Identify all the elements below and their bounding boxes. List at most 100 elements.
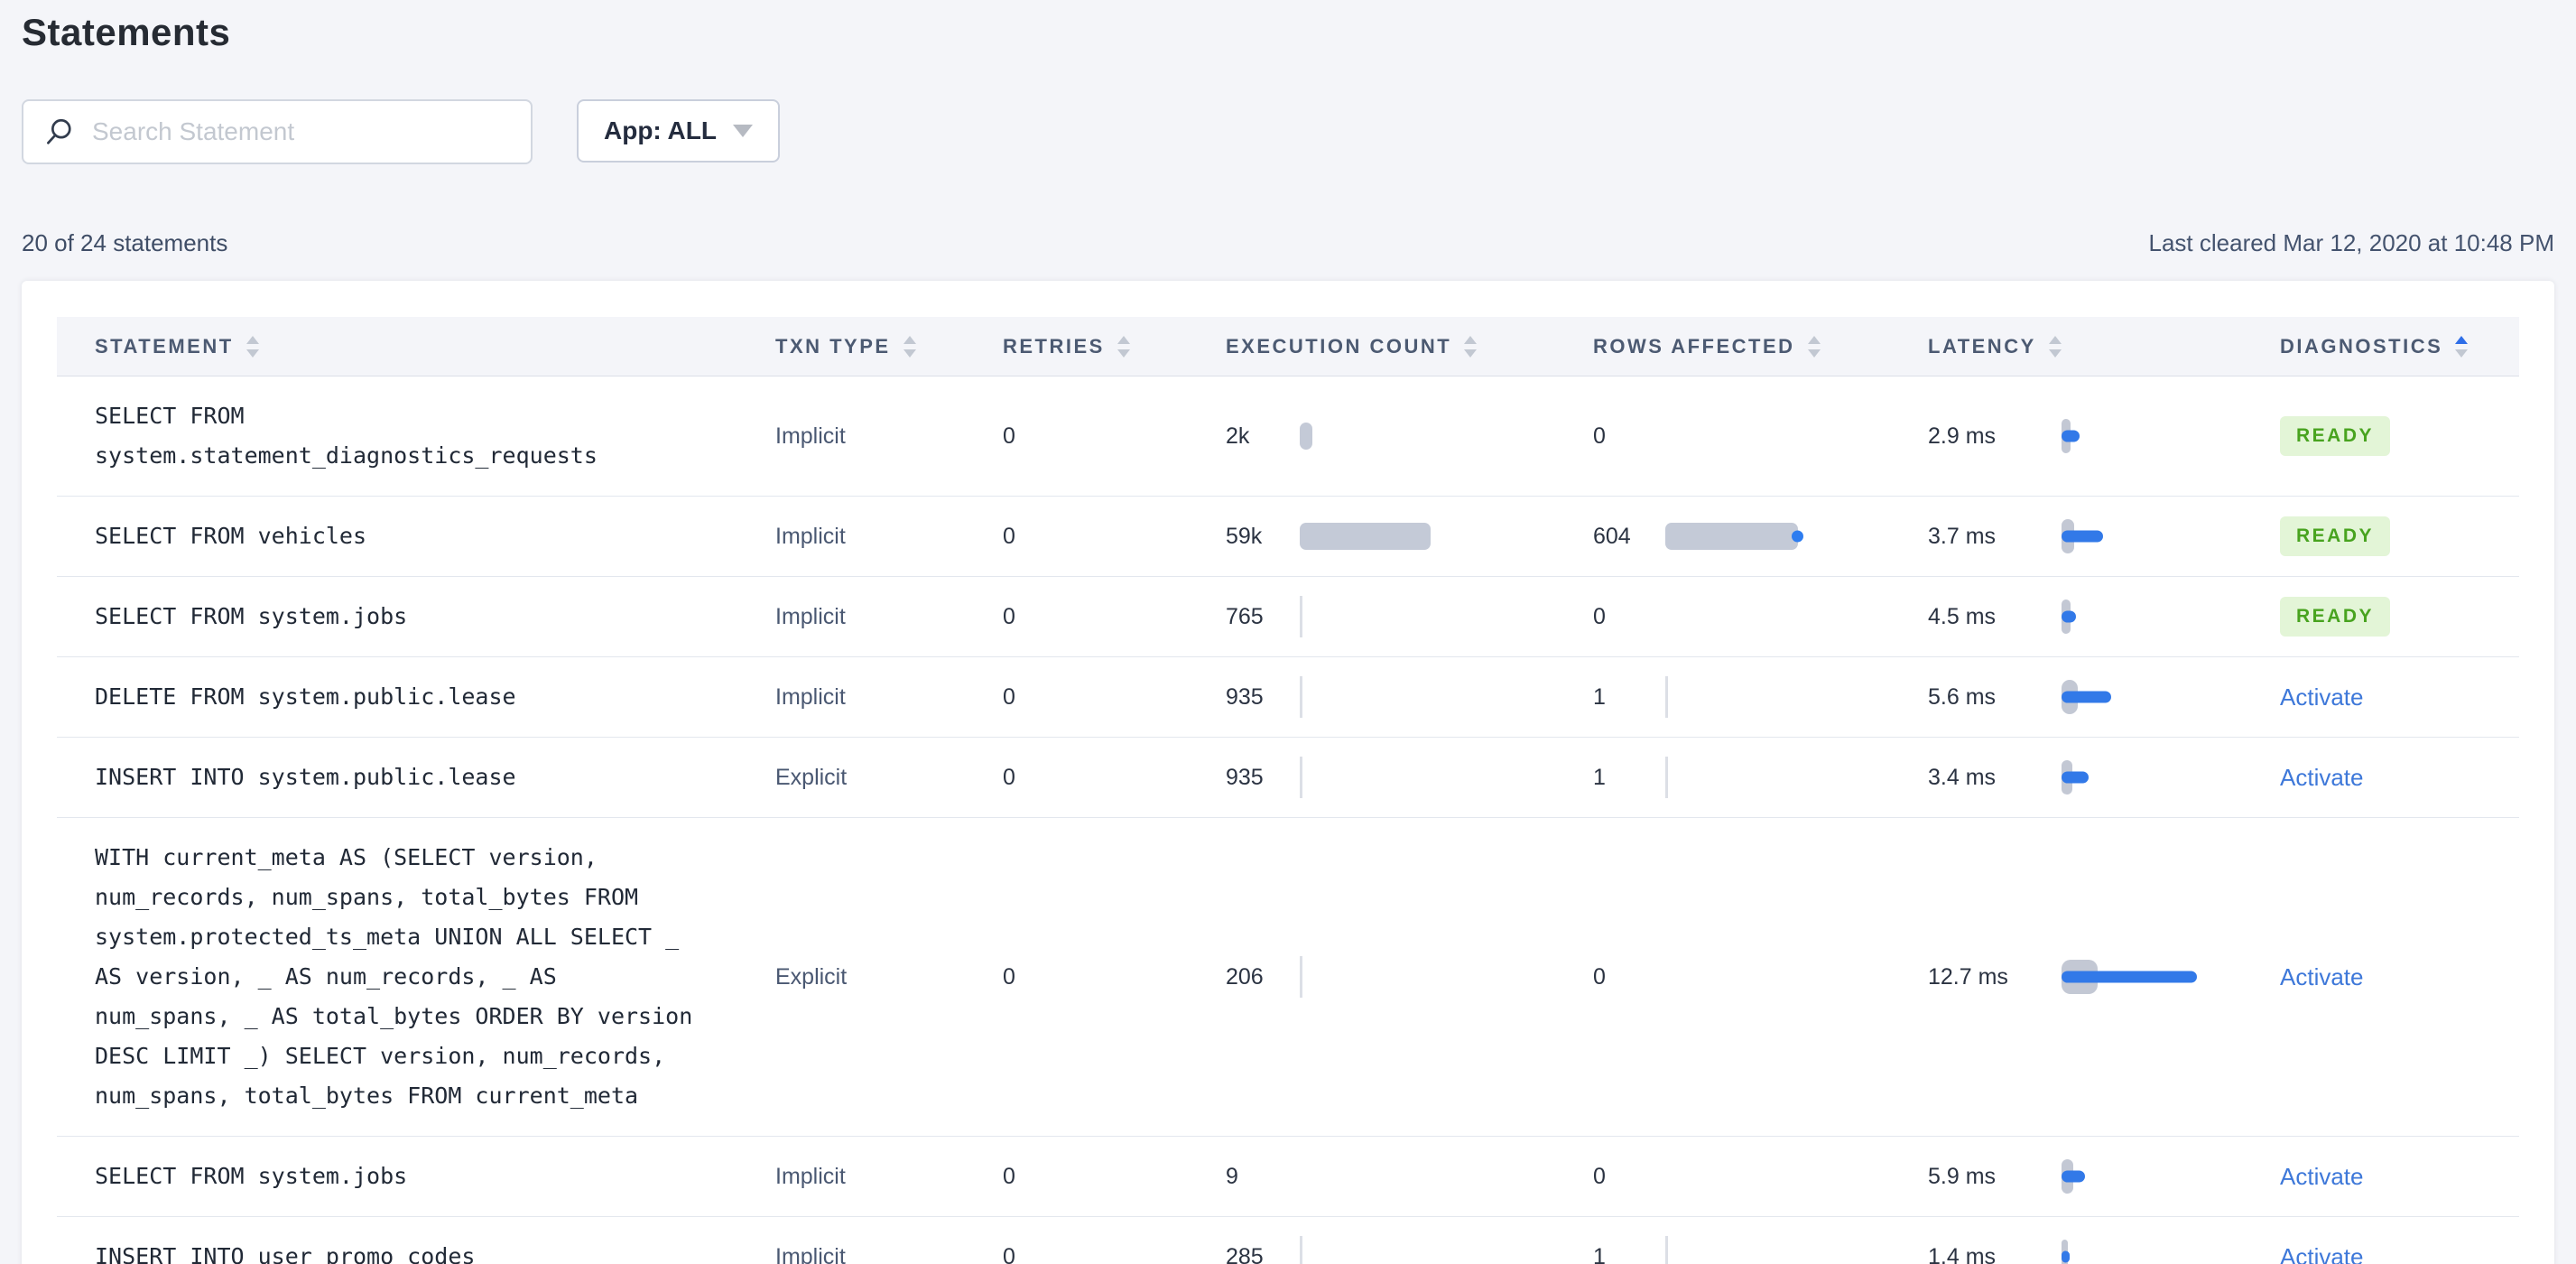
retries-cell: 0 [1003,765,1226,791]
activate-diagnostics-link[interactable]: Activate [2280,1242,2364,1264]
column-header-execution-count[interactable]: EXECUTION COUNT [1226,335,1593,358]
statement-text: SELECT FROM system.jobs [95,603,408,629]
latency-bar [2062,1235,2275,1264]
sort-arrows-icon[interactable] [903,335,916,358]
column-header-latency[interactable]: LATENCY [1928,335,2275,358]
latency-cell: 5.9 ms [1928,1155,2275,1198]
retries-value: 0 [1003,423,1015,449]
statement-cell[interactable]: SELECT FROM system.jobs [57,577,775,656]
latency-cell: 12.7 ms [1928,955,2275,999]
search-box[interactable] [22,99,533,164]
latency-bar [2062,414,2275,458]
column-header-label: EXECUTION COUNT [1226,334,1452,358]
activate-diagnostics-link[interactable]: Activate [2280,1162,2364,1190]
sort-arrows-icon[interactable] [1117,335,1130,358]
txn-type-cell: Implicit [775,603,846,629]
value-bar [1300,523,1431,550]
execution-count-cell: 935 [1226,675,1593,719]
statement-cell[interactable]: SELECT FROM vehicles [57,497,775,576]
column-header-label: LATENCY [1928,334,2036,358]
column-header-diagnostics[interactable]: DIAGNOSTICS [2275,335,2519,358]
value-bar [1665,1236,1668,1264]
latency-cell: 3.7 ms [1928,515,2275,558]
rows-affected-cell: 1 [1593,675,1928,719]
value-bar [1300,676,1302,718]
value-bar [1300,423,1312,450]
sort-arrows-icon[interactable] [2455,335,2469,358]
column-header-label: ROWS AFFECTED [1593,334,1795,358]
diagnostics-ready-badge: READY [2280,416,2391,456]
table-row: INSERT INTO system.public.lease Explicit 0… [57,738,2519,818]
rows-affected-cell-value: 0 [1593,1163,1606,1189]
page-title: Statements [22,11,231,53]
diagnostics-cell: READY [2275,597,2519,637]
txn-type-cell: Implicit [775,523,846,549]
app-filter-dropdown[interactable]: App: ALL [577,99,780,163]
latency-cell: 1.4 ms [1928,1235,2275,1264]
retries-cell: 0 [1003,604,1226,630]
latency-bar [2062,1155,2275,1198]
retries-cell: 0 [1003,1164,1226,1190]
column-header-txn-type[interactable]: TXN TYPE [775,335,1003,358]
statement-cell[interactable]: DELETE FROM system.public.lease [57,657,775,737]
execution-count-cell: 59k [1226,515,1593,558]
latency-cell: 5.6 ms [1928,675,2275,719]
search-input[interactable] [92,117,511,146]
controls-row: App: ALL [22,99,2554,164]
column-header-rows-affected[interactable]: ROWS AFFECTED [1593,335,1928,358]
value-bar [1300,1236,1302,1264]
retries-value: 0 [1003,1163,1015,1189]
rows-affected-cell: 0 [1593,414,1928,458]
rows-affected-cell: 0 [1593,595,1928,638]
sort-arrows-icon[interactable] [1464,335,1478,358]
column-header-statement[interactable]: STATEMENT [57,335,775,358]
value-bar [1665,757,1668,798]
statement-count: 20 of 24 statements [22,229,228,256]
activate-diagnostics-link[interactable]: Activate [2280,962,2364,990]
activate-diagnostics-link[interactable]: Activate [2280,763,2364,791]
column-header-label: TXN TYPE [775,334,891,358]
txn-type-cell: Explicit [775,963,848,990]
statement-cell[interactable]: WITH current_meta AS (SELECT version, nu… [57,818,775,1136]
diagnostics-cell: READY [2275,516,2519,556]
sort-arrows-icon[interactable] [246,335,259,358]
statement-cell[interactable]: SELECT FROM system.jobs [57,1137,775,1216]
execution-count-cell-value: 285 [1226,1243,1264,1264]
latency-bar [2062,595,2275,638]
diagnostics-cell: Activate [2275,963,2519,991]
statement-text: SELECT FROM system.jobs [95,1163,408,1189]
latency-value: 1.4 ms [1928,1243,1997,1264]
table-row: SELECT FROM system.statement_diagnostics… [57,376,2519,497]
sort-arrows-icon[interactable] [1807,335,1821,358]
latency-value: 12.7 ms [1928,963,2008,990]
latency-cell: 4.5 ms [1928,595,2275,638]
table-row: INSERT INTO user_promo_codes Implicit 0 285… [57,1217,2519,1264]
statement-cell[interactable]: INSERT INTO system.public.lease [57,738,775,817]
activate-diagnostics-link[interactable]: Activate [2280,683,2364,711]
latency-bar [2062,515,2275,558]
txn-type-cell: Implicit [775,423,846,449]
rows-affected-cell-value: 1 [1593,1243,1606,1264]
diagnostics-cell: READY [2275,416,2519,456]
last-cleared-timestamp: Last cleared Mar 12, 2020 at 10:48 PM [2148,229,2555,256]
execution-count-cell-value: 59k [1226,523,1263,549]
statement-text: DELETE FROM system.public.lease [95,683,516,710]
sort-arrows-icon[interactable] [2048,335,2062,358]
retries-cell: 0 [1003,524,1226,550]
rows-affected-cell-value: 1 [1593,764,1606,790]
retries-cell: 0 [1003,423,1226,450]
txn-type-cell: Implicit [775,1163,846,1189]
value-bar [1300,757,1302,798]
latency-value: 5.6 ms [1928,683,1997,710]
diagnostics-ready-badge: READY [2280,516,2391,556]
statement-cell[interactable]: INSERT INTO user_promo_codes [57,1217,775,1264]
rows-affected-cell: 0 [1593,955,1928,999]
column-header-retries[interactable]: RETRIES [1003,335,1226,358]
latency-cell: 3.4 ms [1928,756,2275,799]
execution-count-cell-value: 9 [1226,1163,1238,1189]
column-header-label: RETRIES [1003,334,1105,358]
rows-affected-cell: 1 [1593,1235,1928,1264]
execution-count-cell-value: 935 [1226,764,1264,790]
statement-cell[interactable]: SELECT FROM system.statement_diagnostics… [57,376,775,496]
value-bar [1300,956,1302,998]
